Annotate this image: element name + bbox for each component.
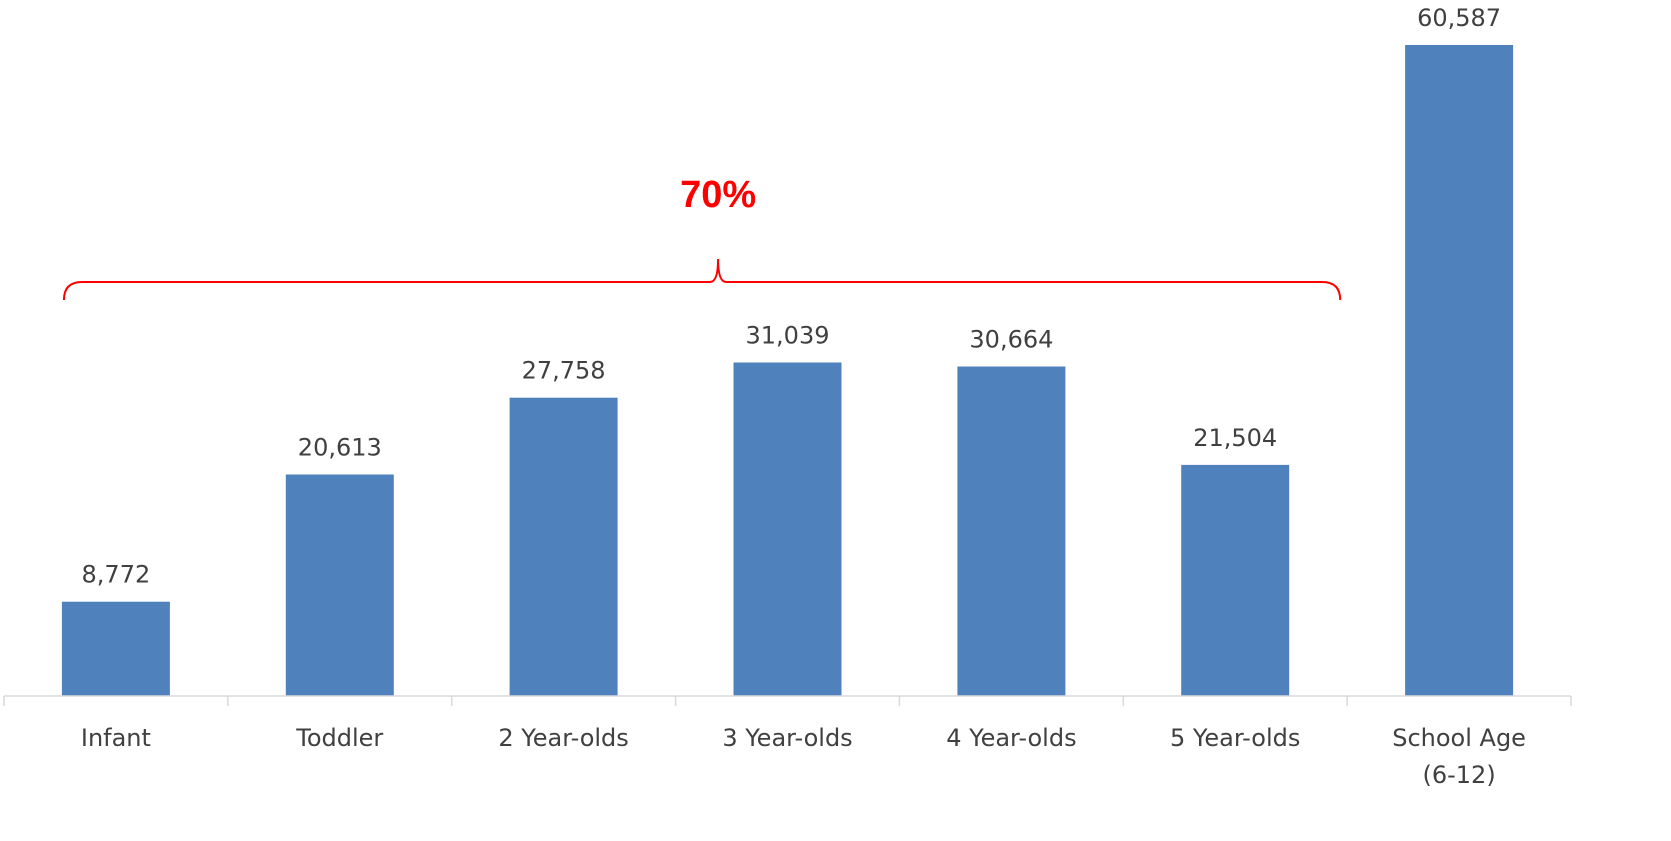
x-axis: Infant Toddler 2 Year-olds 3 Year-olds 4 Yea… — [3, 695, 1572, 789]
bar-2-year-olds — [509, 397, 618, 696]
bar-3-year-olds — [733, 362, 842, 696]
x-tick-label: School Age (6-12) — [1392, 724, 1526, 789]
bar-5-year-olds — [1181, 464, 1290, 696]
x-tick-label: 4 Year-olds — [946, 724, 1076, 752]
x-tick-label: Infant — [81, 724, 151, 752]
annotation-label: 70% — [680, 174, 756, 216]
data-label: 31,039 — [746, 322, 830, 350]
bar-school-age-6-12 — [1405, 45, 1514, 696]
annotation-layer: 70% — [62, 174, 1342, 301]
x-tick-label: Toddler — [295, 724, 383, 752]
data-label: 27,758 — [522, 357, 606, 385]
data-label: 8,772 — [82, 561, 151, 589]
bar-infant — [61, 601, 170, 696]
bar-toddler — [285, 474, 394, 696]
data-label: 30,664 — [969, 326, 1053, 354]
data-labels-layer: 8,772 20,613 27,758 31,039 30,664 21,504 60,58… — [82, 4, 1502, 589]
bar-4-year-olds — [957, 366, 1066, 696]
annotation-bracket — [62, 258, 1342, 301]
x-tick-label: 5 Year-olds — [1170, 724, 1300, 752]
x-tick-label: 3 Year-olds — [722, 724, 852, 752]
bars-layer — [61, 45, 1514, 696]
data-label: 20,613 — [298, 434, 382, 462]
x-tick-label: 2 Year-olds — [498, 724, 628, 752]
data-label: 21,504 — [1193, 424, 1277, 452]
data-label: 60,587 — [1417, 4, 1501, 32]
